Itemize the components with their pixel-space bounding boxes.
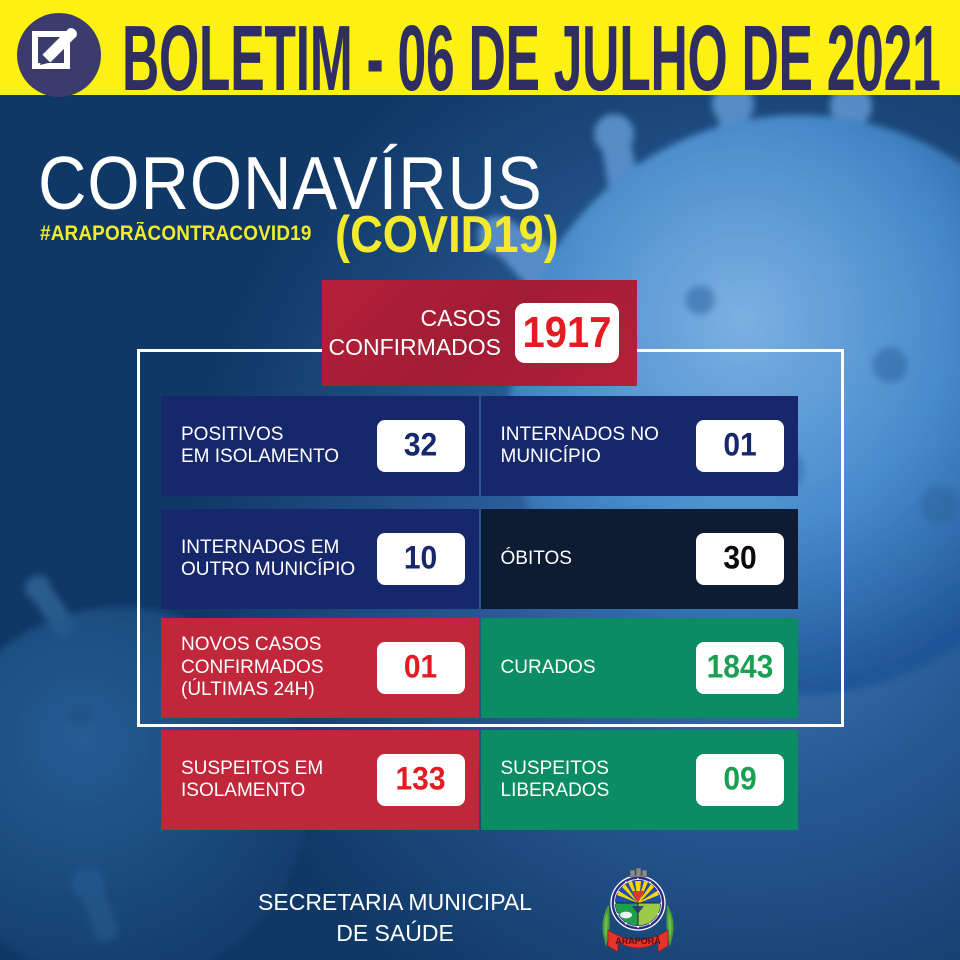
svg-text:ARAPORÃ: ARAPORÃ [615,936,661,946]
